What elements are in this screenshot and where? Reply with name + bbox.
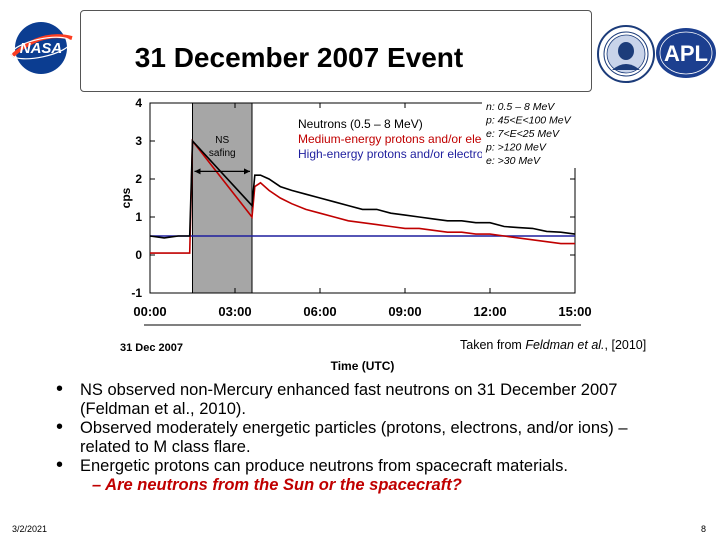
- nasa-logo-text: NASA: [20, 40, 63, 57]
- y-tick-label: 0: [135, 248, 142, 262]
- y-tick-label: 1: [135, 210, 142, 224]
- shaded-region: [192, 102, 253, 294]
- x-tick-label: 12:00: [473, 304, 506, 319]
- bullet-item: • Energetic protons can produce neutrons…: [56, 454, 568, 476]
- bullet-dot-icon: •: [56, 454, 64, 476]
- legend-side-item: p: 45<E<100 MeV: [485, 115, 572, 127]
- series-line: [149, 139, 576, 239]
- x-axis-label: Time (UTC): [331, 359, 395, 373]
- legend-inside-item: High-energy protons and/or electrons: [298, 147, 496, 161]
- legend-side-item: e: >30 MeV: [486, 155, 541, 167]
- sub-bullet: – Are neutrons from the Sun or the space…: [92, 476, 462, 494]
- carnegie-seal-logo: [597, 25, 655, 83]
- side-legend-box: [482, 98, 606, 168]
- legend-inside-item: Medium-energy protons and/or electrons: [298, 132, 514, 146]
- x-tick-label: 00:00: [133, 304, 166, 319]
- x-tick-label: 15:00: [558, 304, 591, 319]
- x-tick-label: 06:00: [303, 304, 336, 319]
- x-tick-label: 03:00: [218, 304, 251, 319]
- y-tick-label: 2: [135, 172, 142, 186]
- y-tick-label: 3: [135, 134, 142, 148]
- legend-side-item: n: 0.5 – 8 MeV: [486, 101, 555, 113]
- arrow-right-icon: [244, 168, 250, 175]
- series-line: [150, 138, 575, 254]
- footer-date: 3/2/2021: [12, 524, 48, 534]
- legend-side-item: e: 7<E<25 MeV: [486, 128, 560, 140]
- source-note: Taken from Feldman et al., [2010]: [460, 338, 647, 352]
- legend-inside-item: Neutrons (0.5 – 8 MeV): [298, 117, 423, 131]
- apl-logo: APL: [656, 28, 716, 78]
- slide-title: 31 December 2007 Event: [134, 42, 464, 73]
- legend-side-item: p: >120 MeV: [485, 142, 547, 154]
- date-label: 31 Dec 2007: [120, 342, 183, 354]
- nasa-logo: NASA: [10, 22, 73, 74]
- safing-label-line2: safing: [209, 148, 236, 159]
- apl-logo-text: APL: [664, 41, 708, 66]
- x-tick-label: 09:00: [388, 304, 421, 319]
- bullet-item: • NS observed non-Mercury enhanced fast …: [56, 378, 618, 418]
- title-box: [80, 10, 592, 92]
- source-authors: Feldman et al.: [525, 338, 605, 352]
- safing-label-line1: NS: [215, 135, 229, 146]
- bullet-list: • NS observed non-Mercury enhanced fast …: [56, 378, 656, 495]
- bullet-item: • Observed moderately energetic particle…: [56, 416, 628, 456]
- y-tick-label: -1: [131, 286, 142, 300]
- y-tick-label: 4: [135, 96, 142, 110]
- bullet-dot-icon: •: [56, 378, 64, 400]
- page-number: 8: [700, 524, 706, 534]
- bullet-dot-icon: •: [56, 416, 64, 438]
- arrow-left-icon: [194, 168, 201, 175]
- cps-time-chart: NS safing -1 0 1 2 3 4 00:00 03:00 06:00 09:00 12:00…: [119, 96, 606, 373]
- y-axis-label: cps: [119, 187, 133, 208]
